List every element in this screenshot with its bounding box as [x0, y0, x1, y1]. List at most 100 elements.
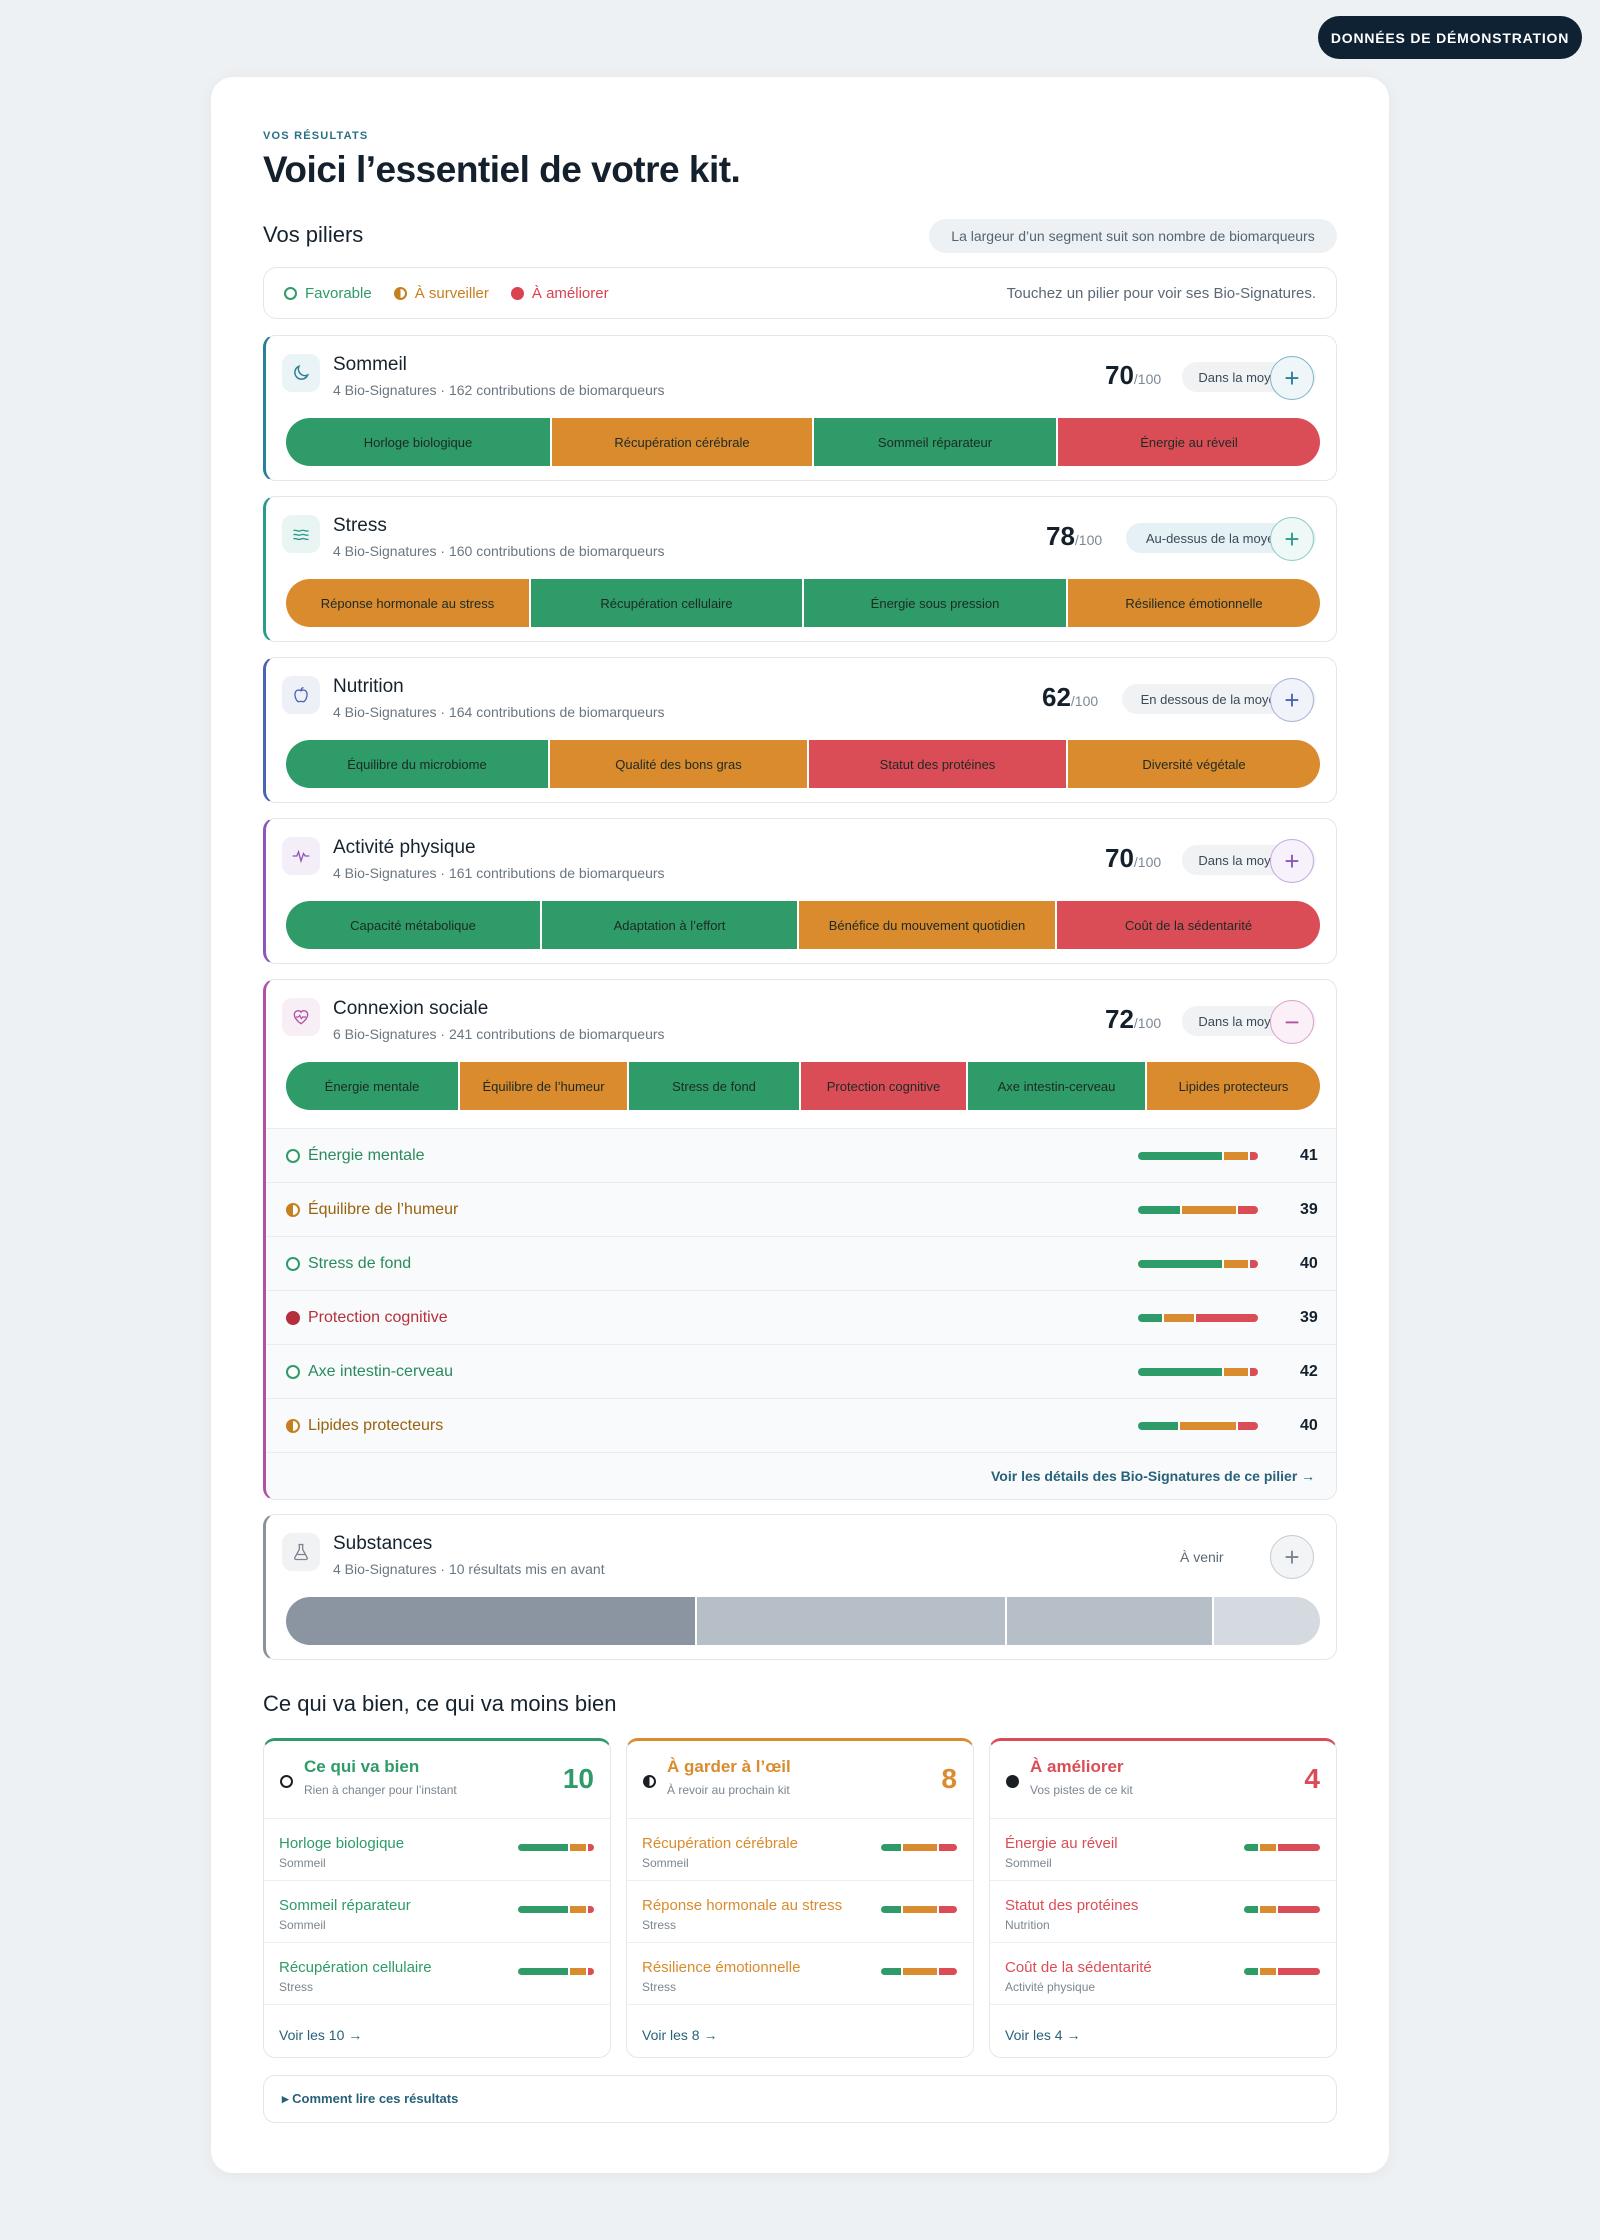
signature-row[interactable]: Stress de fond 40	[266, 1236, 1336, 1290]
column-count: 10	[562, 1763, 594, 1794]
signature-value: 39	[1300, 1200, 1318, 1218]
summary-footer	[627, 2004, 973, 2058]
segment[interactable]: Lipides protecteurs	[1147, 1062, 1320, 1110]
column-subtitle: À revoir au prochain kit	[667, 1783, 790, 1797]
column-count: 4	[1304, 1763, 1320, 1794]
segment[interactable]: Énergie sous pression	[804, 579, 1068, 627]
summary-item[interactable]: Horloge biologique Sommeil	[264, 1818, 610, 1880]
item-pillar: Stress	[279, 1980, 314, 1994]
legend: Favorable À surveiller À améliorer Touch…	[263, 267, 1337, 319]
segment[interactable]: Récupération cellulaire	[531, 579, 804, 627]
signature-row[interactable]: Protection cognitive 39	[266, 1290, 1336, 1344]
segment[interactable]: Diversité végétale	[1068, 740, 1320, 788]
pillar-score: 78/100	[1046, 521, 1102, 552]
item-pillar: Sommeil	[279, 1856, 326, 1870]
pillar-connexion-sociale[interactable]: Connexion sociale 6 Bio-Signatures · 241…	[263, 979, 1337, 1500]
placeholder-segment	[1214, 1597, 1320, 1645]
item-mini-bar	[518, 1844, 594, 1851]
segment[interactable]: Réponse hormonale au stress	[286, 579, 531, 627]
segment[interactable]: Résilience émotionnelle	[1068, 579, 1320, 627]
summary-item[interactable]: Résilience émotionnelle Stress	[627, 1942, 973, 2004]
pillar-nutrition[interactable]: Nutrition 4 Bio-Signatures · 164 contrib…	[263, 657, 1337, 803]
summary-item[interactable]: Récupération cérébrale Sommeil	[627, 1818, 973, 1880]
results-card: VOS RÉSULTATS Voici l’essentiel de votre…	[211, 77, 1389, 2173]
expand-button[interactable]: +	[1270, 678, 1314, 722]
pillar-details-link[interactable]: Voir les détails des Bio-Signatures de c…	[991, 1468, 1316, 1484]
summary-item[interactable]: Coût de la sédentarité Activité physique	[990, 1942, 1336, 2004]
segment[interactable]: Axe intestin-cerveau	[968, 1062, 1147, 1110]
segment[interactable]: Qualité des bons gras	[550, 740, 809, 788]
placeholder-segment	[286, 1597, 697, 1645]
segment[interactable]: Sommeil réparateur	[814, 418, 1058, 466]
segment[interactable]: Capacité métabolique	[286, 901, 542, 949]
ring-icon	[280, 1775, 293, 1788]
segment[interactable]: Équilibre de l’humeur	[460, 1062, 629, 1110]
item-mini-bar	[881, 1968, 957, 1975]
pillar-segments-placeholder	[286, 1597, 1320, 1645]
pillar-score: 62/100	[1042, 682, 1098, 713]
signature-row[interactable]: Équilibre de l’humeur 39	[266, 1182, 1336, 1236]
pillar-activite-physique[interactable]: Activité physique 4 Bio-Signatures · 161…	[263, 818, 1337, 964]
collapse-button[interactable]: −	[1270, 1000, 1314, 1044]
placeholder-segment	[697, 1597, 1007, 1645]
half-circle-icon	[286, 1418, 300, 1433]
pillars-title: Vos piliers	[263, 222, 364, 247]
see-all-link[interactable]: Voir les 4 →	[1005, 2027, 1081, 2043]
legend-improve: À améliorer	[510, 285, 609, 302]
signature-row[interactable]: Lipides protecteurs 40	[266, 1398, 1336, 1452]
summary-item[interactable]: Statut des protéines Nutrition	[990, 1880, 1336, 1942]
score-value: 72	[1105, 1004, 1134, 1034]
item-name: Coût de la sédentarité	[1005, 1959, 1152, 1976]
pillar-substances[interactable]: Substances 4 Bio-Signatures · 10 résulta…	[263, 1514, 1337, 1660]
half-circle-icon	[393, 286, 407, 300]
summary-item[interactable]: Énergie au réveil Sommeil	[990, 1818, 1336, 1880]
summary-item[interactable]: Sommeil réparateur Sommeil	[264, 1880, 610, 1942]
placeholder-segment	[1007, 1597, 1214, 1645]
see-all-link[interactable]: Voir les 8 →	[642, 2027, 718, 2043]
segment[interactable]: Équilibre du microbiome	[286, 740, 550, 788]
segment[interactable]: Statut des protéines	[809, 740, 1068, 788]
summary-item[interactable]: Réponse hormonale au stress Stress	[627, 1880, 973, 1942]
column-count: 8	[941, 1763, 957, 1794]
segment[interactable]: Récupération cérébrale	[552, 418, 814, 466]
coming-soon-label: À venir	[1180, 1549, 1224, 1565]
segment[interactable]: Coût de la sédentarité	[1057, 901, 1320, 949]
segment[interactable]: Protection cognitive	[801, 1062, 968, 1110]
pillar-score: 70/100	[1105, 843, 1161, 874]
signature-mini-bar	[1138, 1260, 1258, 1268]
see-all-link[interactable]: Voir les 10 →	[279, 2027, 363, 2043]
pulse-icon	[282, 837, 320, 875]
signature-mini-bar	[1138, 1152, 1258, 1160]
segment[interactable]: Horloge biologique	[286, 418, 552, 466]
segment[interactable]: Stress de fond	[629, 1062, 801, 1110]
segment[interactable]: Énergie mentale	[286, 1062, 460, 1110]
how-to-read-disclosure[interactable]: ▸ Comment lire ces résultats	[263, 2075, 1337, 2123]
signature-label: Axe intestin-cerveau	[308, 1362, 453, 1380]
score-value: 70	[1105, 843, 1134, 873]
expand-button[interactable]: +	[1270, 1535, 1314, 1579]
ring-icon	[284, 286, 297, 300]
page-title: Voici l’essentiel de votre kit.	[263, 149, 741, 190]
summary-footer	[264, 2004, 610, 2058]
column-subtitle: Rien à changer pour l’instant	[304, 1783, 457, 1797]
expand-button[interactable]: +	[1270, 517, 1314, 561]
segment[interactable]: Adaptation à l’effort	[542, 901, 799, 949]
signature-label: Équilibre de l’humeur	[308, 1200, 459, 1218]
pillar-sommeil[interactable]: Sommeil 4 Bio-Signatures · 162 contribut…	[263, 335, 1337, 481]
pillar-meta: 4 Bio-Signatures · 161 contributions de …	[333, 865, 665, 881]
item-name: Énergie au réveil	[1005, 1835, 1118, 1852]
expand-button[interactable]: +	[1270, 356, 1314, 400]
summary-item[interactable]: Récupération cellulaire Stress	[264, 1942, 610, 2004]
item-pillar: Sommeil	[279, 1918, 326, 1932]
expand-button[interactable]: +	[1270, 839, 1314, 883]
pillar-stress[interactable]: Stress 4 Bio-Signatures · 160 contributi…	[263, 496, 1337, 642]
details-row: Voir les détails des Bio-Signatures de c…	[266, 1452, 1336, 1499]
signature-row[interactable]: Énergie mentale 41	[266, 1128, 1336, 1182]
score-max: /100	[1133, 854, 1162, 870]
segment[interactable]: Énergie au réveil	[1058, 418, 1320, 466]
segment[interactable]: Bénéfice du mouvement quotidien	[799, 901, 1057, 949]
signature-value: 40	[1300, 1416, 1318, 1434]
column-title: Ce qui va bien	[304, 1757, 420, 1776]
signature-label: Énergie mentale	[308, 1146, 425, 1164]
signature-row[interactable]: Axe intestin-cerveau 42	[266, 1344, 1336, 1398]
